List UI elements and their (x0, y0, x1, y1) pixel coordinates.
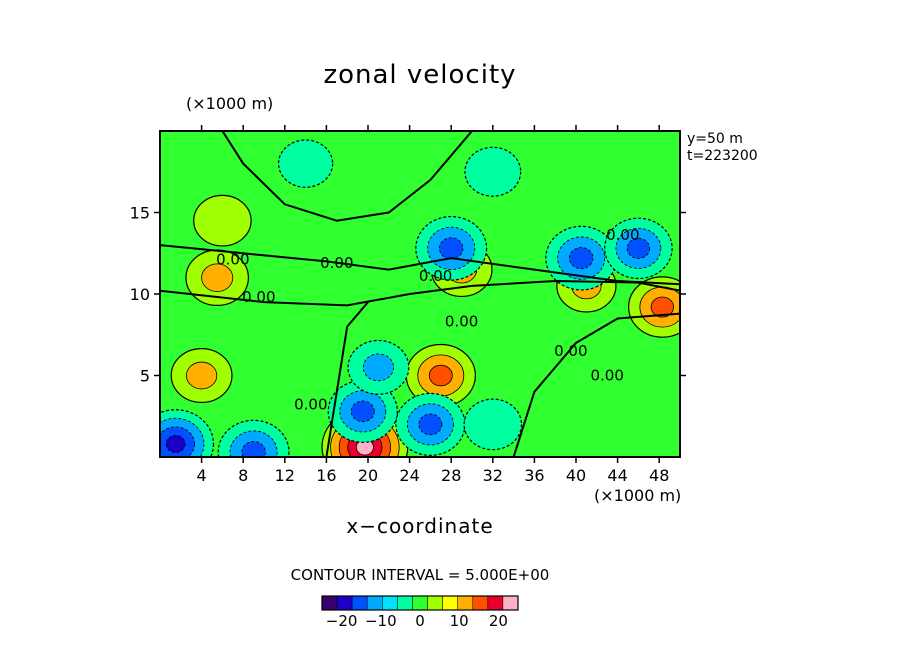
zero-contour-line (160, 279, 680, 307)
colorbar-tick-label: −10 (365, 612, 397, 630)
contour-ring (193, 194, 252, 247)
info-depth: y=50 m (687, 131, 743, 147)
x-axis-unit: (×1000 m) (594, 486, 682, 505)
colorbar-tick-label: 0 (415, 612, 425, 630)
x-tick-label: 48 (649, 466, 669, 485)
contour-label: 0.00 (320, 254, 353, 272)
colorbar-cell (502, 595, 519, 611)
contour-ring (362, 353, 394, 382)
colorbar-cell (487, 595, 504, 611)
colorbar-tick-label: 10 (450, 612, 469, 630)
zero-contour-line (325, 301, 369, 457)
contour-ring (241, 441, 266, 457)
colorbar-cell (336, 595, 353, 611)
x-tick-label: 16 (316, 466, 336, 485)
colorbar-cell (321, 595, 338, 611)
x-tick-label: 20 (358, 466, 378, 485)
colorbar-tick-label: −20 (326, 612, 358, 630)
field-feature (604, 217, 673, 280)
contour-ring (650, 296, 674, 318)
zero-contour-line (512, 312, 680, 457)
contour-label: 0.00 (419, 267, 452, 285)
field-feature (463, 398, 523, 451)
contour-label: 0.00 (554, 342, 587, 360)
y-tick-label: 15 (130, 204, 150, 223)
colorbar-tick-label: 20 (489, 612, 508, 630)
contour-ring (418, 413, 443, 436)
x-tick-label: 24 (399, 466, 419, 485)
contour-label: 0.00 (590, 366, 623, 384)
colorbar-cell (472, 595, 489, 611)
y-tick-label: 5 (140, 367, 150, 386)
colorbar-cell (366, 595, 383, 611)
contour-label: 0.00 (294, 396, 327, 414)
contour-ring (428, 364, 453, 387)
x-tick-label: 12 (275, 466, 295, 485)
colorbar-cell (412, 595, 428, 611)
colorbar-cell (397, 595, 413, 611)
x-tick-label: 4 (197, 466, 207, 485)
contour-ring (277, 139, 334, 188)
field-feature (327, 379, 398, 443)
x-tick-label: 44 (607, 466, 627, 485)
colorbar-cell (382, 595, 398, 611)
field-feature (193, 194, 252, 247)
contour-ring (165, 435, 186, 453)
colorbar-cell (442, 595, 458, 611)
field-feature (170, 348, 233, 403)
contour-label: 0.00 (445, 313, 478, 331)
info-time: t=223200 (687, 148, 758, 164)
colorbar-frame (321, 595, 519, 611)
contour-ring (569, 247, 594, 270)
x-tick-label: 32 (483, 466, 503, 485)
field-feature (185, 249, 250, 307)
x-axis-label: x−coordinate (346, 514, 494, 538)
contour-ring (186, 361, 218, 390)
contour-label: 0.00 (216, 251, 249, 269)
field-feature (464, 146, 522, 197)
field-feature (277, 139, 334, 188)
zero-contour-line (221, 131, 473, 222)
contour-ring (201, 263, 234, 292)
x-tick-label: 40 (566, 466, 586, 485)
contour-ring (350, 400, 375, 423)
zero-contour-line (160, 244, 680, 286)
contour-ring (463, 398, 523, 451)
y-axis-unit: (×1000 m) (186, 94, 274, 113)
x-tick-label: 28 (441, 466, 461, 485)
contour-label: 0.00 (606, 226, 639, 244)
y-tick-label: 10 (130, 285, 150, 304)
contour-ring (464, 146, 522, 197)
x-tick-label: 8 (238, 466, 248, 485)
field-feature (160, 409, 215, 457)
field-feature (347, 339, 410, 395)
field-feature (405, 343, 476, 408)
colorbar-cell (351, 595, 368, 611)
contour-interval-label: CONTOUR INTERVAL = 5.000E+00 (290, 566, 550, 584)
field-feature (217, 419, 290, 457)
contour-label: 0.00 (242, 288, 275, 306)
x-tick-label: 36 (524, 466, 544, 485)
colorbar-cell (457, 595, 474, 611)
contour-ring (626, 237, 651, 259)
colorbar-cell (427, 595, 443, 611)
chart-title: zonal velocity (323, 60, 517, 90)
